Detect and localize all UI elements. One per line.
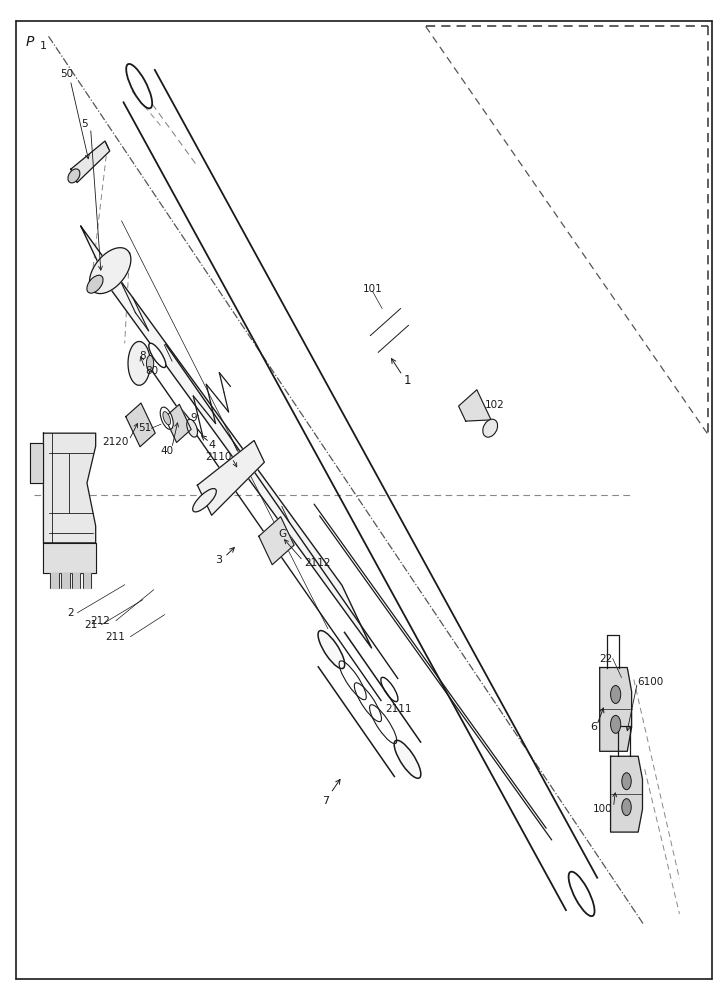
Polygon shape <box>81 226 371 648</box>
Ellipse shape <box>622 799 631 816</box>
Polygon shape <box>31 443 44 483</box>
Ellipse shape <box>126 64 152 108</box>
Ellipse shape <box>622 773 631 790</box>
Text: 100: 100 <box>593 804 613 814</box>
Ellipse shape <box>193 489 216 512</box>
Polygon shape <box>197 440 264 515</box>
Text: 2110: 2110 <box>205 452 232 462</box>
Text: 2112: 2112 <box>304 558 331 568</box>
Ellipse shape <box>187 419 197 437</box>
Polygon shape <box>258 517 294 565</box>
Text: 8: 8 <box>139 351 146 361</box>
Polygon shape <box>44 433 95 543</box>
Ellipse shape <box>381 677 398 702</box>
Text: 2: 2 <box>67 608 74 618</box>
Text: 5: 5 <box>82 119 88 129</box>
Polygon shape <box>128 341 151 385</box>
Text: 102: 102 <box>485 400 505 410</box>
Ellipse shape <box>569 872 595 916</box>
Text: 2120: 2120 <box>102 437 128 447</box>
Polygon shape <box>165 404 191 442</box>
Ellipse shape <box>87 275 103 293</box>
Text: 1: 1 <box>404 374 411 387</box>
Polygon shape <box>72 573 80 588</box>
Ellipse shape <box>611 685 621 703</box>
Text: 101: 101 <box>363 284 383 294</box>
Polygon shape <box>71 141 110 183</box>
Text: 1: 1 <box>40 41 47 51</box>
Polygon shape <box>90 248 131 294</box>
Text: P: P <box>25 35 33 49</box>
Text: 21: 21 <box>84 620 97 630</box>
Ellipse shape <box>149 343 166 368</box>
Ellipse shape <box>68 169 80 183</box>
Polygon shape <box>50 573 59 588</box>
Text: 50: 50 <box>60 69 74 79</box>
Polygon shape <box>82 573 91 588</box>
Text: 4: 4 <box>208 440 215 450</box>
Text: 40: 40 <box>160 446 173 456</box>
Text: 6100: 6100 <box>638 677 664 687</box>
Ellipse shape <box>611 715 621 733</box>
Ellipse shape <box>160 407 173 429</box>
Text: 211: 211 <box>105 632 124 642</box>
Polygon shape <box>459 390 491 421</box>
Text: 22: 22 <box>599 654 613 664</box>
Polygon shape <box>126 403 155 447</box>
Ellipse shape <box>483 419 497 437</box>
Polygon shape <box>600 668 632 751</box>
Text: 212: 212 <box>90 616 110 626</box>
Text: 51: 51 <box>138 423 151 433</box>
Ellipse shape <box>394 740 421 778</box>
Text: 3: 3 <box>215 555 223 565</box>
Text: G: G <box>279 529 287 539</box>
Polygon shape <box>44 543 95 573</box>
Polygon shape <box>61 573 70 588</box>
Ellipse shape <box>163 412 170 425</box>
Text: 80: 80 <box>145 366 158 376</box>
Polygon shape <box>611 756 643 832</box>
Ellipse shape <box>146 355 154 371</box>
Text: 7: 7 <box>322 796 329 806</box>
Text: 9: 9 <box>190 413 197 423</box>
Text: 2111: 2111 <box>386 704 412 714</box>
Text: 6: 6 <box>590 722 598 732</box>
Ellipse shape <box>318 631 344 669</box>
